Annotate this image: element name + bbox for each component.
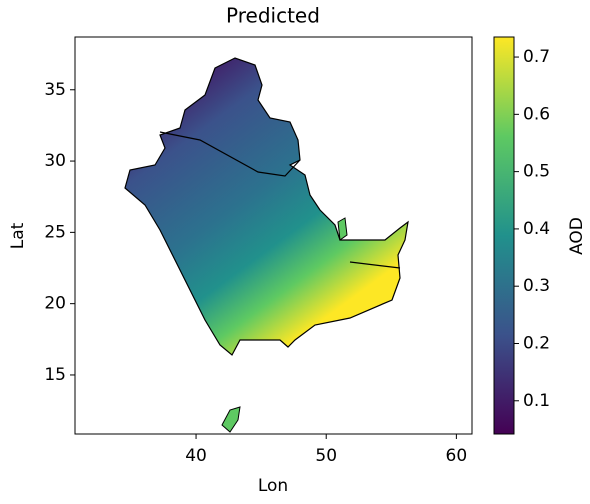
- axes-frame: [74, 36, 473, 435]
- map: [124, 57, 409, 433]
- x-tick-label: 60: [446, 446, 468, 466]
- colorbar: [493, 36, 515, 435]
- x-tick-label: 50: [315, 446, 337, 466]
- colorbar-tick-label: 0.1: [523, 391, 550, 411]
- colorbar-tick-label: 0.4: [523, 219, 550, 239]
- island: [221, 406, 241, 433]
- x-axis-label: Lon: [258, 476, 288, 496]
- chart-title: Predicted: [226, 4, 320, 28]
- colorbar-tick-label: 0.2: [523, 333, 550, 353]
- colorbar-tick-label: 0.3: [523, 276, 550, 296]
- y-tick-label: 20: [44, 294, 66, 314]
- y-tick-label: 35: [44, 80, 66, 100]
- colorbar-tick-label: 0.7: [523, 47, 550, 67]
- x-tick-label: 40: [185, 446, 207, 466]
- peninsula: [337, 217, 348, 241]
- colorbar-tick-label: 0.5: [523, 162, 550, 182]
- y-axis-label: Lat: [8, 222, 28, 249]
- colorbar-tick-label: 0.6: [523, 104, 550, 124]
- y-tick-label: 25: [44, 222, 66, 242]
- y-tick-label: 30: [44, 151, 66, 171]
- colorbar-label: AOD: [567, 217, 587, 255]
- region-field: [124, 57, 409, 356]
- y-tick-label: 15: [44, 365, 66, 385]
- border: [159, 131, 401, 269]
